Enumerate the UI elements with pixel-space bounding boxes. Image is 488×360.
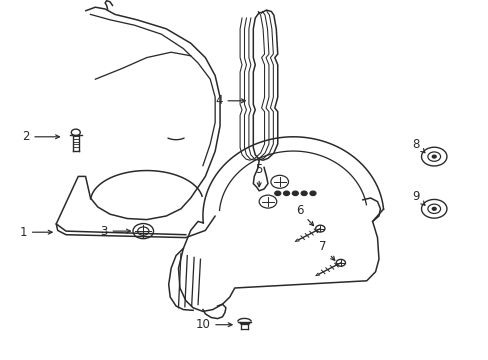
- Text: 2: 2: [22, 130, 60, 143]
- Text: 6: 6: [295, 204, 313, 226]
- Text: 10: 10: [195, 318, 232, 331]
- Circle shape: [301, 191, 306, 195]
- Circle shape: [431, 155, 435, 158]
- Polygon shape: [178, 137, 383, 311]
- Circle shape: [309, 191, 315, 195]
- Circle shape: [274, 191, 280, 195]
- Text: 5: 5: [255, 163, 263, 187]
- Text: 1: 1: [20, 226, 52, 239]
- Polygon shape: [253, 10, 277, 160]
- Text: 4: 4: [215, 94, 245, 107]
- Circle shape: [292, 191, 298, 195]
- Circle shape: [283, 191, 289, 195]
- Text: 9: 9: [411, 190, 424, 205]
- Text: 8: 8: [411, 138, 424, 153]
- Text: 3: 3: [100, 225, 130, 238]
- Text: 7: 7: [319, 240, 334, 260]
- Circle shape: [431, 207, 435, 210]
